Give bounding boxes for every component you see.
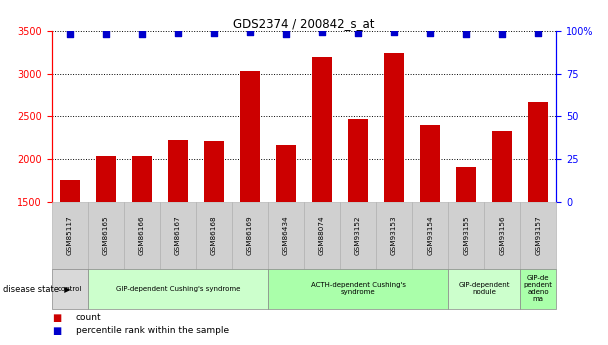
Text: GSM86434: GSM86434 (283, 216, 289, 255)
Text: GSM93157: GSM93157 (535, 216, 541, 255)
Point (353, 30, 363, 36)
Text: GSM93155: GSM93155 (463, 216, 469, 255)
Bar (240, 71, 260, 330)
Text: GSM93153: GSM93153 (391, 216, 397, 255)
Bar (492, 131, 512, 330)
Bar (420, 125, 440, 330)
Text: GSM88074: GSM88074 (319, 216, 325, 255)
Bar (168, 140, 188, 330)
Point (426, 30, 435, 36)
Text: GSM85117: GSM85117 (67, 216, 73, 255)
Bar (312, 57, 332, 330)
Bar (528, 102, 548, 330)
Bar (204, 141, 224, 330)
Point (461, 32, 471, 37)
Bar (276, 146, 296, 330)
Text: GSM93156: GSM93156 (499, 216, 505, 255)
Point (389, 29, 399, 34)
Bar (60, 180, 80, 330)
Bar (132, 156, 152, 330)
Point (209, 30, 219, 36)
Title: GDS2374 / 200842_s_at: GDS2374 / 200842_s_at (233, 17, 375, 30)
Point (65, 32, 75, 37)
Text: ACTH-dependent Cushing's
syndrome: ACTH-dependent Cushing's syndrome (311, 283, 406, 295)
Point (173, 30, 183, 36)
Bar (96, 156, 116, 330)
Bar (384, 53, 404, 330)
Text: percentile rank within the sample: percentile rank within the sample (76, 326, 229, 335)
Text: GSM86166: GSM86166 (139, 216, 145, 255)
Text: GIP-de
pendent
adeno
ma: GIP-de pendent adeno ma (524, 275, 553, 303)
Text: GIP-dependent Cushing's syndrome: GIP-dependent Cushing's syndrome (116, 286, 240, 292)
Point (137, 32, 147, 37)
Text: GSM86165: GSM86165 (103, 216, 109, 255)
Text: GIP-dependent
nodule: GIP-dependent nodule (458, 283, 510, 295)
Text: control: control (58, 286, 82, 292)
Text: GSM86167: GSM86167 (175, 216, 181, 255)
Point (533, 30, 543, 36)
Text: GSM86169: GSM86169 (247, 216, 253, 255)
Point (245, 29, 255, 34)
Text: GSM93152: GSM93152 (355, 216, 361, 255)
Point (497, 32, 507, 37)
Text: ■: ■ (52, 326, 61, 336)
Text: GSM93154: GSM93154 (427, 216, 433, 255)
Text: GSM86168: GSM86168 (211, 216, 217, 255)
Text: disease state  ▶: disease state ▶ (3, 284, 71, 294)
Point (101, 32, 111, 37)
Point (281, 32, 291, 37)
Text: count: count (76, 313, 102, 322)
Text: ■: ■ (52, 313, 61, 323)
Bar (456, 167, 476, 330)
Point (317, 29, 327, 34)
Bar (348, 119, 368, 330)
